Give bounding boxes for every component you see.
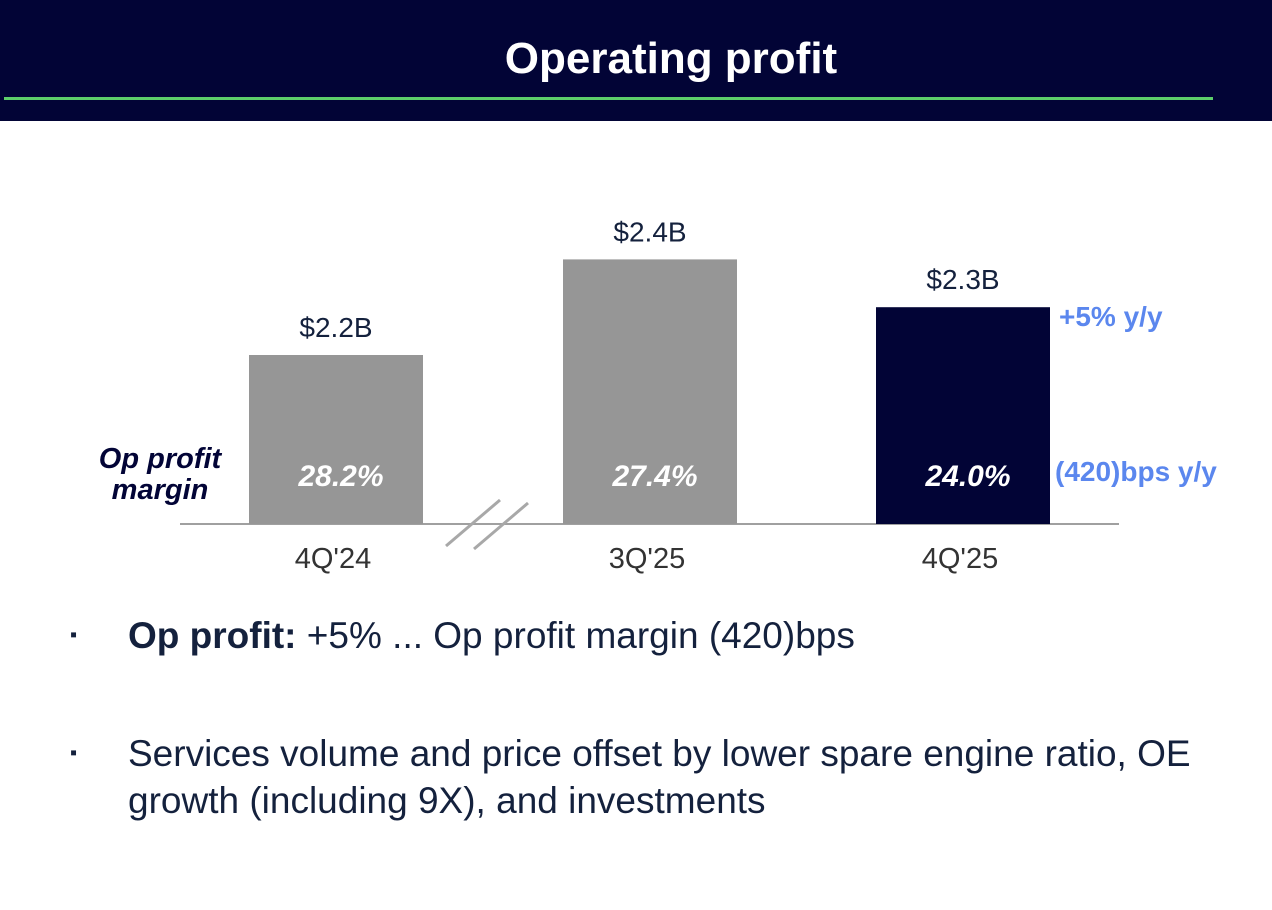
value-label: $2.2B	[299, 312, 372, 343]
bar-0	[249, 355, 423, 524]
bullet-text: +5% ... Op profit margin (420)bps	[296, 615, 855, 656]
axis-break-mark	[473, 501, 529, 551]
bullet-list: ▪ Op profit: +5% ... Op profit margin (4…	[70, 612, 1250, 824]
header-bar: Operating profit	[0, 0, 1272, 121]
margin-label: 27.4%	[611, 460, 697, 493]
x-tick-label: 4Q'25	[922, 543, 998, 575]
bullet-op-profit: ▪ Op profit: +5% ... Op profit margin (4…	[70, 612, 1250, 659]
margin-change-annotation: (420)bps y/y	[1055, 456, 1217, 487]
header-divider	[4, 97, 1213, 100]
bar-1	[563, 259, 737, 524]
growth-annotation: +5% y/y	[1059, 301, 1163, 332]
axis-break-mark	[445, 498, 501, 548]
bullet-marker: ▪	[70, 624, 78, 646]
x-tick-label: 4Q'24	[295, 543, 371, 575]
margin-label: 24.0%	[924, 460, 1010, 493]
x-tick-label: 3Q'25	[609, 543, 685, 575]
bullet-drivers: ▪ Services volume and price offset by lo…	[70, 730, 1250, 824]
margin-label: 28.2%	[297, 460, 383, 493]
bar-2	[876, 307, 1050, 524]
value-label: $2.3B	[926, 264, 999, 295]
bullet-marker: ▪	[70, 742, 78, 764]
page-title: Operating profit	[504, 34, 838, 83]
value-label: $2.4B	[613, 216, 686, 247]
bullet-text: Services volume and price offset by lowe…	[128, 733, 1191, 821]
operating-profit-chart: $2.2B 28.2% 4Q'24 $2.4B 27.4% 3Q'25 $2.3B 24.0%…	[180, 216, 1119, 575]
margin-row-label: Op profit margin	[98, 443, 222, 506]
bullet-lead: Op profit:	[128, 615, 297, 656]
